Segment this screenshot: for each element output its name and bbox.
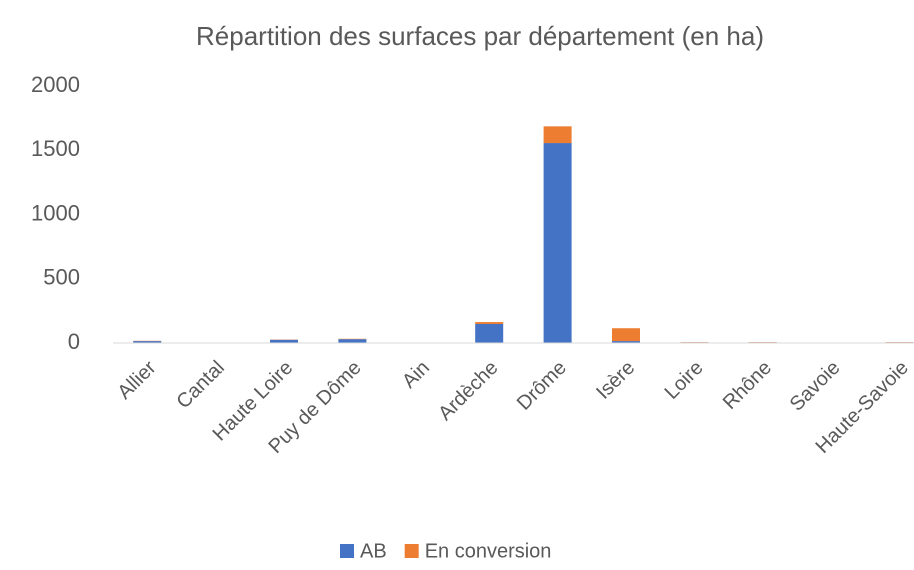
- bar-segment: [270, 339, 298, 343]
- bar-segment: [475, 323, 504, 343]
- y-tick-label: 2000: [31, 72, 80, 97]
- bar-segment: [612, 341, 640, 343]
- y-tick-label: 0: [68, 329, 80, 354]
- bar-segment: [612, 328, 640, 342]
- legend-swatch: [340, 544, 354, 558]
- y-tick-label: 1500: [31, 136, 80, 161]
- x-tick-label: Ardèche: [434, 357, 502, 425]
- legend-label: AB: [360, 540, 387, 562]
- legend-swatch: [404, 544, 419, 558]
- x-tick-label: Savoie: [786, 357, 845, 416]
- bar-segment: [543, 126, 572, 144]
- x-tick-label: Loire: [661, 357, 708, 404]
- x-tick-label: Allier: [113, 356, 160, 403]
- y-tick-label: 500: [43, 265, 80, 290]
- x-tick-label: Drôme: [513, 357, 571, 415]
- x-tick-label: Ain: [398, 357, 434, 393]
- chart-title: Répartition des surfaces par département…: [196, 21, 764, 51]
- x-tick-label: Rhône: [719, 357, 776, 414]
- bar-segment: [475, 322, 504, 324]
- bar-segment: [133, 341, 162, 343]
- y-tick-label: 1000: [31, 200, 80, 225]
- x-tick-label: Cantal: [172, 357, 228, 413]
- x-tick-label: Isère: [592, 357, 639, 404]
- bar-segment: [543, 143, 572, 343]
- legend-label: En conversion: [425, 540, 552, 562]
- bar-segment: [338, 339, 367, 343]
